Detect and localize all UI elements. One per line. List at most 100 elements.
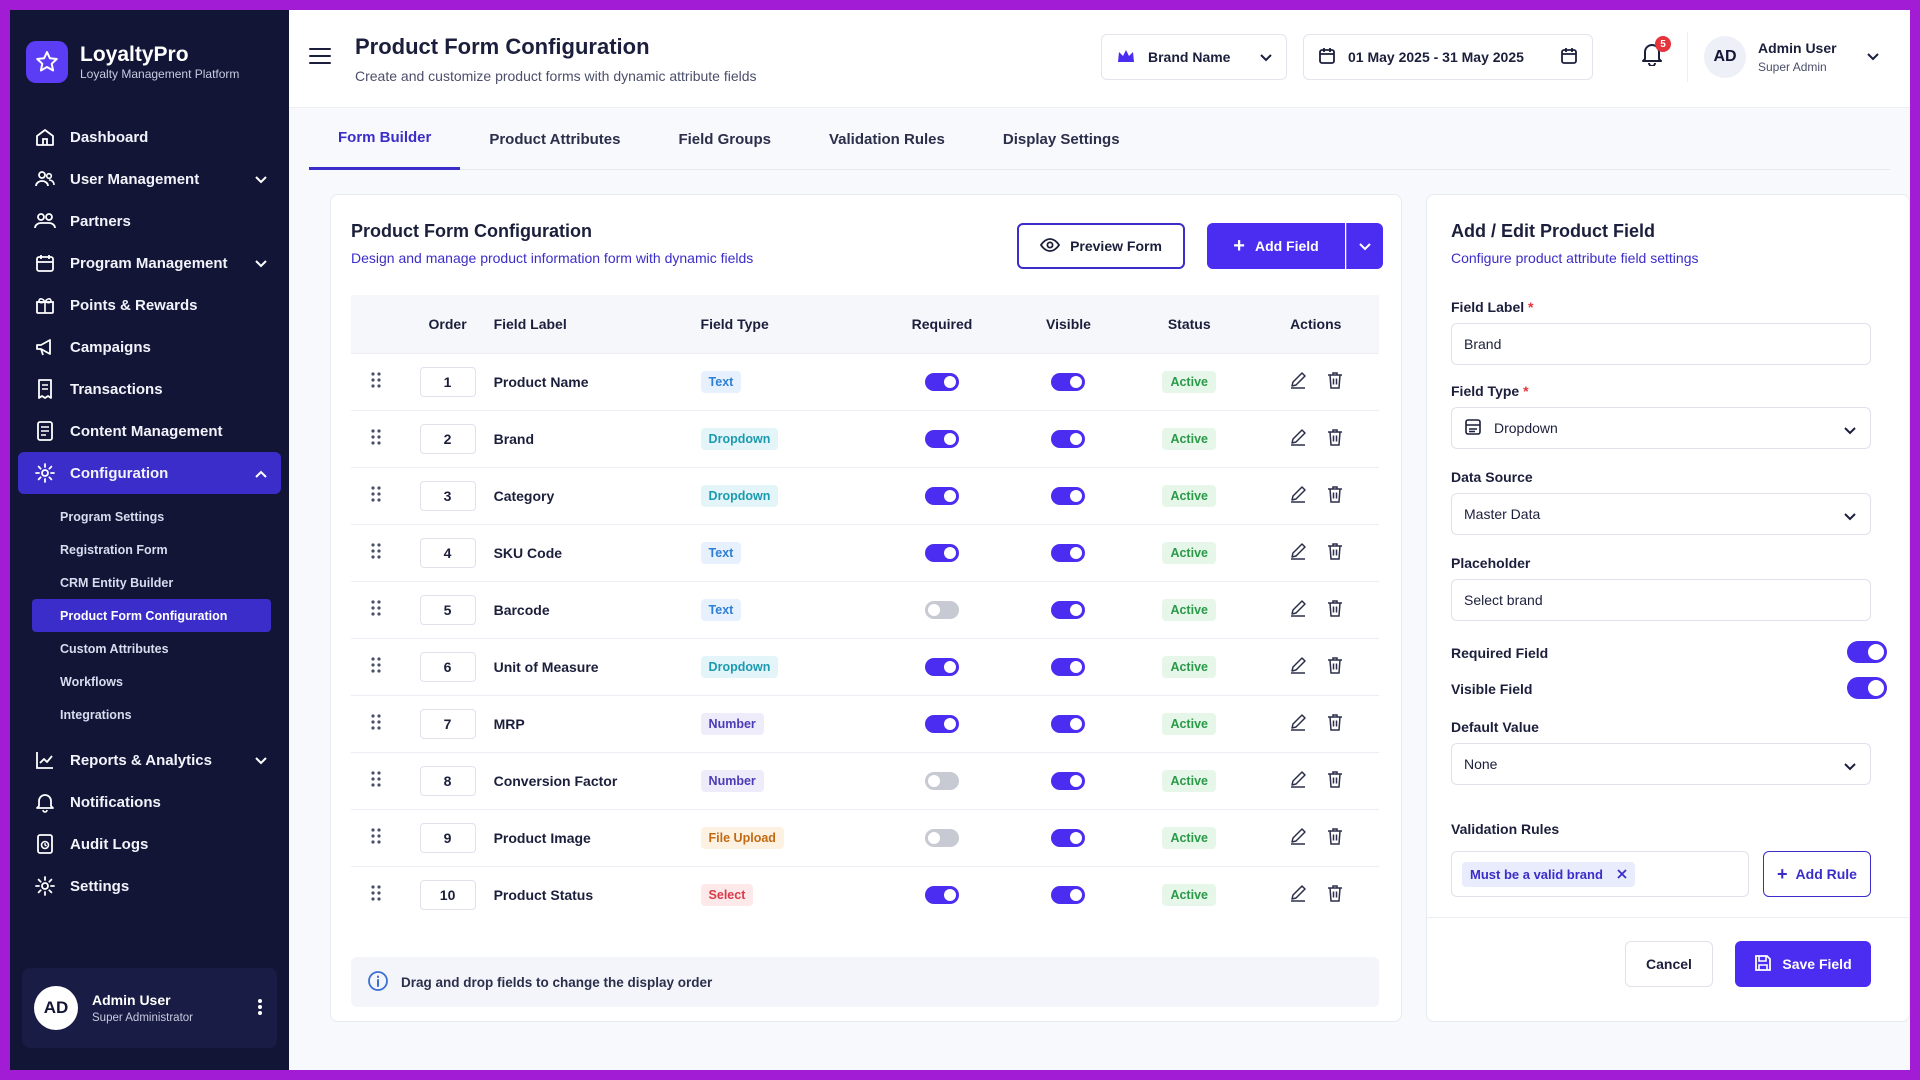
submenu-item[interactable]: Integrations [32, 698, 271, 731]
visible-toggle[interactable] [1051, 486, 1086, 505]
drag-handle-icon[interactable] [371, 429, 381, 448]
edit-icon[interactable] [1289, 657, 1307, 677]
drag-handle-icon[interactable] [371, 543, 381, 562]
placeholder-input[interactable]: Select brand [1451, 579, 1871, 621]
edit-icon[interactable] [1289, 429, 1307, 449]
required-toggle[interactable] [925, 429, 959, 448]
required-toggle[interactable] [925, 714, 959, 733]
sidebar-item-content-management[interactable]: Content Management [18, 410, 281, 452]
date-range-picker[interactable]: 01 May 2025 - 31 May 2025 [1303, 34, 1593, 80]
add-field-dropdown-button[interactable] [1346, 223, 1383, 269]
required-field-toggle[interactable] [1847, 641, 1887, 663]
order-input[interactable]: 9 [419, 822, 476, 853]
order-input[interactable]: 2 [419, 423, 476, 454]
edit-icon[interactable] [1289, 885, 1307, 905]
more-vertical-icon[interactable] [257, 998, 263, 1021]
trash-icon[interactable] [1327, 828, 1343, 848]
sidebar-item-program-management[interactable]: Program Management [18, 242, 281, 284]
visible-toggle[interactable] [1051, 885, 1086, 904]
drag-handle-icon[interactable] [371, 771, 381, 790]
visible-toggle[interactable] [1051, 600, 1086, 619]
trash-icon[interactable] [1327, 885, 1343, 905]
edit-icon[interactable] [1289, 600, 1307, 620]
header-user-menu[interactable]: AD Admin User Super Admin [1687, 32, 1879, 82]
drag-handle-icon[interactable] [371, 885, 381, 904]
required-toggle[interactable] [925, 600, 959, 619]
trash-icon[interactable] [1327, 714, 1343, 734]
order-input[interactable]: 5 [419, 594, 476, 625]
visible-toggle[interactable] [1051, 771, 1086, 790]
tab-product-attributes[interactable]: Product Attributes [460, 108, 649, 170]
data-source-select[interactable]: Master Data [1451, 493, 1871, 535]
required-toggle[interactable] [925, 828, 959, 847]
required-toggle[interactable] [925, 657, 959, 676]
required-toggle[interactable] [925, 543, 959, 562]
order-input[interactable]: 7 [419, 708, 476, 739]
submenu-item[interactable]: Registration Form [32, 533, 271, 566]
save-field-button[interactable]: Save Field [1735, 941, 1871, 987]
add-rule-button[interactable]: + Add Rule [1763, 851, 1871, 897]
required-toggle[interactable] [925, 771, 959, 790]
visible-toggle[interactable] [1051, 429, 1086, 448]
trash-icon[interactable] [1327, 600, 1343, 620]
submenu-item[interactable]: Workflows [32, 665, 271, 698]
required-toggle[interactable] [925, 885, 959, 904]
visible-toggle[interactable] [1051, 372, 1086, 391]
required-toggle[interactable] [925, 372, 959, 391]
tab-display-settings[interactable]: Display Settings [974, 108, 1149, 170]
trash-icon[interactable] [1327, 657, 1343, 677]
tab-field-groups[interactable]: Field Groups [649, 108, 800, 170]
visible-field-toggle[interactable] [1847, 677, 1887, 699]
edit-icon[interactable] [1289, 828, 1307, 848]
sidebar-item-transactions[interactable]: Transactions [18, 368, 281, 410]
tab-form-builder[interactable]: Form Builder [309, 108, 461, 170]
trash-icon[interactable] [1327, 771, 1343, 791]
edit-icon[interactable] [1289, 486, 1307, 506]
sidebar-item-dashboard[interactable]: Dashboard [18, 116, 281, 158]
trash-icon[interactable] [1327, 429, 1343, 449]
edit-icon[interactable] [1289, 372, 1307, 392]
tab-validation-rules[interactable]: Validation Rules [800, 108, 974, 170]
submenu-item[interactable]: Program Settings [32, 500, 271, 533]
cancel-button[interactable]: Cancel [1625, 941, 1713, 987]
drag-handle-icon[interactable] [371, 714, 381, 733]
sidebar-item-reports-analytics[interactable]: Reports & Analytics [18, 739, 281, 781]
edit-icon[interactable] [1289, 714, 1307, 734]
visible-toggle[interactable] [1051, 543, 1086, 562]
visible-toggle[interactable] [1051, 714, 1086, 733]
order-input[interactable]: 8 [419, 765, 476, 796]
close-icon[interactable] [1617, 867, 1627, 882]
sidebar-item-partners[interactable]: Partners [18, 200, 281, 242]
trash-icon[interactable] [1327, 486, 1343, 506]
submenu-item[interactable]: Product Form Configuration [32, 599, 271, 632]
order-input[interactable]: 1 [419, 366, 476, 397]
drag-handle-icon[interactable] [371, 600, 381, 619]
visible-toggle[interactable] [1051, 828, 1086, 847]
menu-icon[interactable] [309, 47, 331, 70]
drag-handle-icon[interactable] [371, 372, 381, 391]
drag-handle-icon[interactable] [371, 486, 381, 505]
drag-handle-icon[interactable] [371, 828, 381, 847]
sidebar-user-card[interactable]: AD Admin User Super Administrator [22, 968, 277, 1048]
brand-select[interactable]: Brand Name [1101, 34, 1287, 80]
order-input[interactable]: 4 [419, 537, 476, 568]
edit-icon[interactable] [1289, 771, 1307, 791]
field-label-input[interactable]: Brand [1451, 323, 1871, 365]
sidebar-item-audit-logs[interactable]: Audit Logs [18, 823, 281, 865]
add-field-button[interactable]: + Add Field [1207, 223, 1345, 269]
submenu-item[interactable]: CRM Entity Builder [32, 566, 271, 599]
submenu-item[interactable]: Custom Attributes [32, 632, 271, 665]
order-input[interactable]: 3 [419, 480, 476, 511]
edit-icon[interactable] [1289, 543, 1307, 563]
sidebar-item-configuration[interactable]: Configuration [18, 452, 281, 494]
default-value-select[interactable]: None [1451, 743, 1871, 785]
order-input[interactable]: 6 [419, 651, 476, 682]
sidebar-item-notifications[interactable]: Notifications [18, 781, 281, 823]
sidebar-item-settings[interactable]: Settings [18, 865, 281, 907]
required-toggle[interactable] [925, 486, 959, 505]
preview-form-button[interactable]: Preview Form [1017, 223, 1185, 269]
sidebar-item-campaigns[interactable]: Campaigns [18, 326, 281, 368]
trash-icon[interactable] [1327, 543, 1343, 563]
drag-handle-icon[interactable] [371, 657, 381, 676]
sidebar-item-points-rewards[interactable]: Points & Rewards [18, 284, 281, 326]
